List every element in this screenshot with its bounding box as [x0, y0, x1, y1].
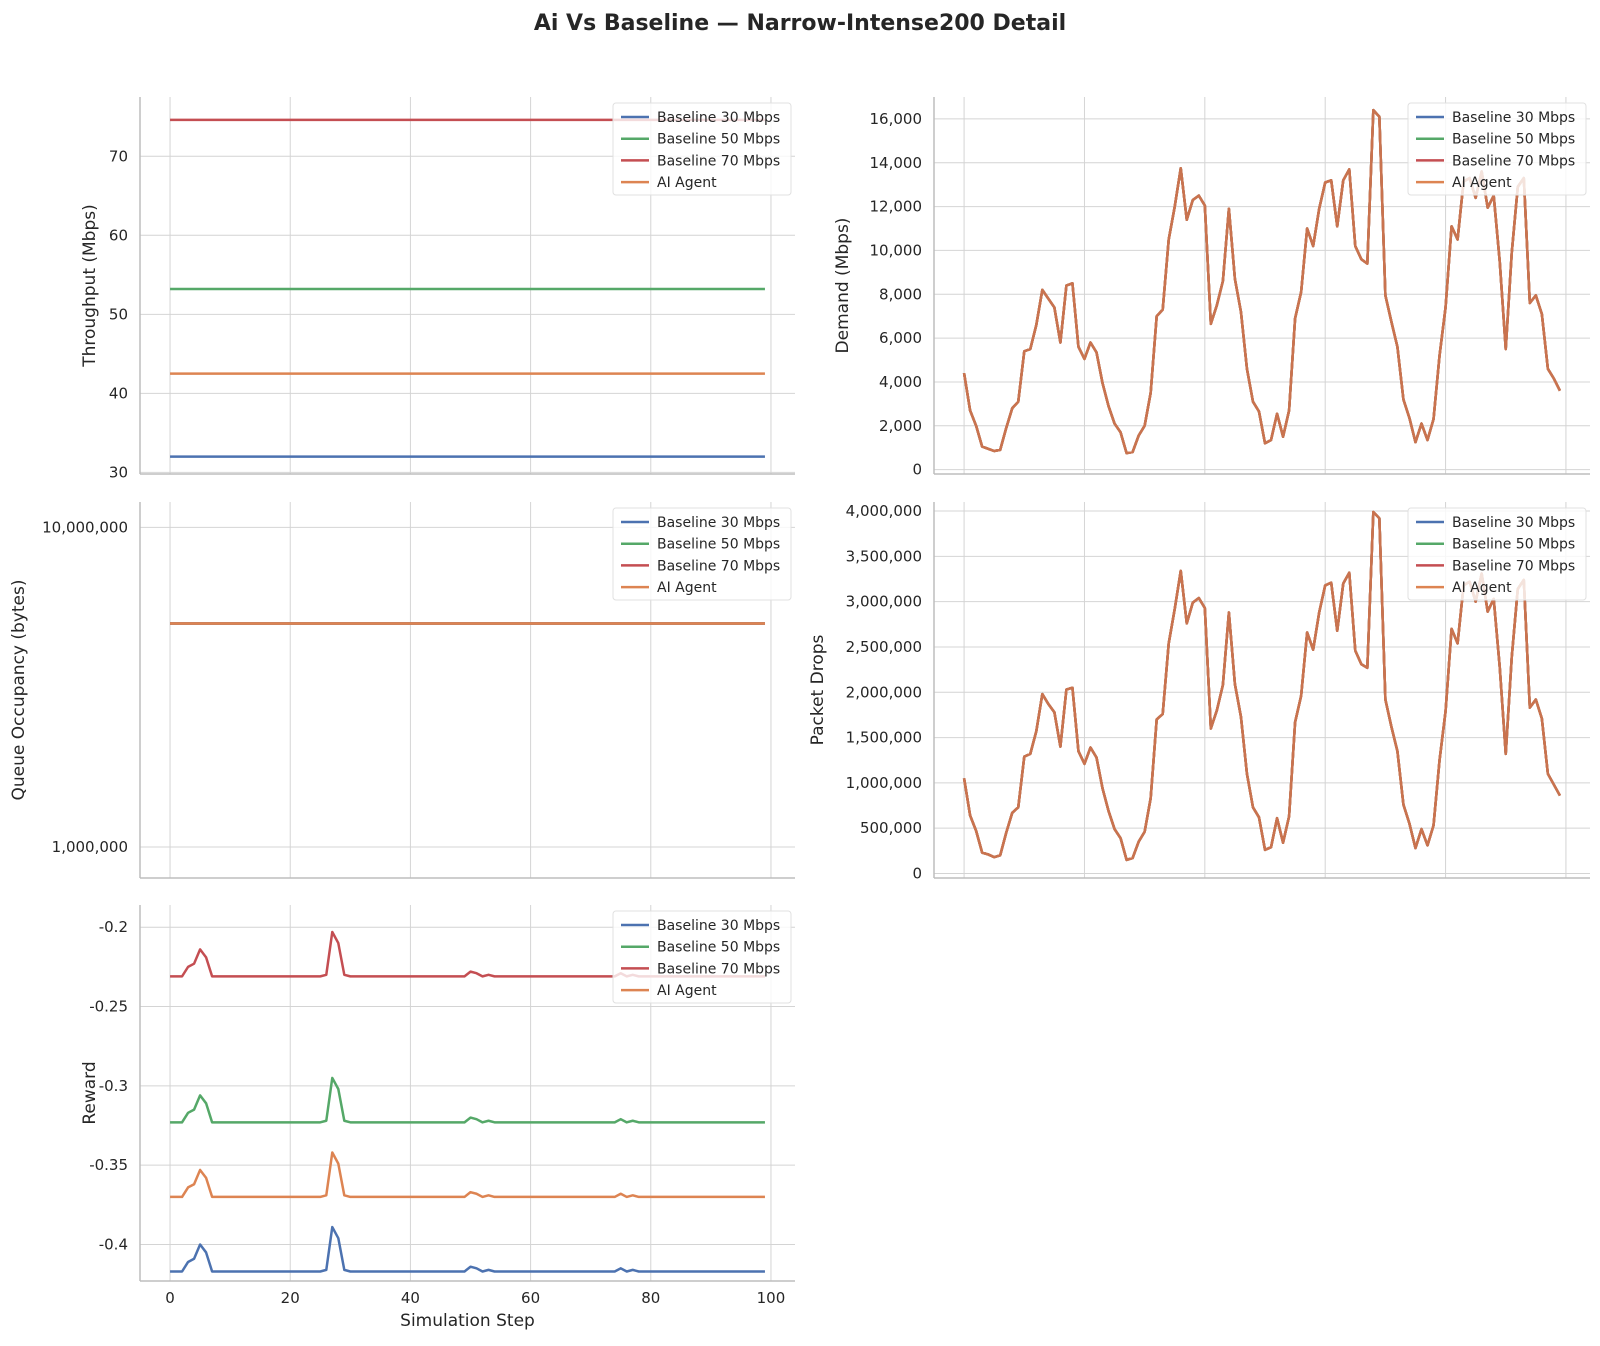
series-line-overlap: [962, 510, 1562, 862]
y-tick-label: 30: [109, 463, 128, 481]
y-axis-label: Packet Drops: [808, 634, 828, 745]
y-tick-label: 500,000: [860, 819, 922, 837]
y-tick-label: 12,000: [870, 198, 923, 216]
legend-box: [1407, 507, 1587, 601]
legend-entry-label: AI Agent: [657, 983, 717, 999]
chart-panel-queue: 1,000,000 10,000,000 Queue Occupancy (byte…: [9, 502, 795, 879]
y-axis-label: Demand (Mbps): [833, 218, 853, 354]
x-tick-label: 40: [401, 1289, 420, 1307]
x-tick-label: 80: [641, 1289, 660, 1307]
y-tick-label: 16,000: [870, 110, 923, 128]
y-tick-label: 1,000,000: [52, 838, 128, 856]
legend-box: [1407, 102, 1587, 196]
y-tick-label: 6,000: [879, 329, 922, 347]
legend-entry-label: AI Agent: [1452, 580, 1512, 596]
series-line-overlap: [962, 108, 1562, 455]
y-tick-label: 2,500,000: [846, 638, 922, 656]
legend-entry-label: Baseline 70 Mbps: [1452, 558, 1575, 574]
legend-entry-label: AI Agent: [657, 175, 717, 191]
y-tick-label: 60: [109, 226, 128, 244]
legend-entry-label: Baseline 70 Mbps: [657, 153, 780, 169]
y-tick-label: 10,000: [870, 241, 923, 259]
y-tick-label: 3,000,000: [846, 593, 922, 611]
legend-entry-label: Baseline 30 Mbps: [1452, 515, 1575, 531]
y-tick-label: -0.2: [99, 918, 128, 936]
y-tick-label: 70: [109, 147, 128, 165]
y-tick-label: 0: [912, 461, 922, 479]
legend-entry-label: Baseline 70 Mbps: [657, 558, 780, 574]
legend-entry-label: AI Agent: [1452, 175, 1512, 191]
x-tick-label: 60: [521, 1289, 540, 1307]
series-line-baseline-30-mbps: [170, 1225, 765, 1273]
series-line-ai-agent: [170, 1151, 765, 1199]
legend-entry-label: Baseline 50 Mbps: [657, 537, 780, 553]
x-axis-label: Simulation Step: [400, 1311, 535, 1331]
y-tick-label: 0: [912, 864, 922, 882]
legend-box: [612, 102, 792, 196]
y-tick-label: 50: [109, 305, 128, 323]
legend-box: [612, 910, 792, 1004]
chart-panel-throughput: 30 40 50 60 70 Throughput (Mbps) Baseline 30 M…: [80, 97, 795, 481]
legend-entry-label: Baseline 30 Mbps: [1452, 110, 1575, 126]
legend-entry-label: Baseline 50 Mbps: [1452, 537, 1575, 553]
y-tick-label: -0.25: [89, 998, 128, 1016]
x-tick-label: 100: [757, 1289, 786, 1307]
legend-entry-label: Baseline 50 Mbps: [657, 940, 780, 956]
y-axis-label: Reward: [80, 1061, 100, 1124]
chart-panel-demand: 0 2,000 4,000 6,000 8,000 10,000 12,000 14,000 1…: [833, 97, 1590, 479]
chart-panel-drops: 0 500,000 1,000,000 1,500,000 2,000,000 2,500…: [808, 502, 1590, 882]
chart-panel-reward: -0.2 -0.25 -0.3 -0.35 -0.4 0 20 40 60 80 100 Reward…: [80, 905, 795, 1331]
y-axis-label: Throughput (Mbps): [80, 204, 100, 368]
x-tick-label: 0: [165, 1289, 175, 1307]
y-tick-label: 3,500,000: [846, 547, 922, 565]
y-tick-label: 4,000,000: [846, 502, 922, 520]
legend-entry-label: Baseline 70 Mbps: [1452, 153, 1575, 169]
legend-entry-label: Baseline 70 Mbps: [657, 961, 780, 977]
y-tick-label: 1,500,000: [846, 729, 922, 747]
y-tick-label: 2,000: [879, 417, 922, 435]
legend-entry-label: Baseline 30 Mbps: [657, 918, 780, 934]
series-line-baseline-50-mbps: [170, 1076, 765, 1124]
y-tick-label: 10,000,000: [42, 518, 128, 536]
legend-box: [612, 507, 792, 601]
legend-entry-label: Baseline 50 Mbps: [657, 132, 780, 148]
legend-entry-label: AI Agent: [657, 580, 717, 596]
y-tick-label: 40: [109, 384, 128, 402]
legend-entry-label: Baseline 30 Mbps: [657, 515, 780, 531]
panels-group: 30 40 50 60 70 Throughput (Mbps) Baseline 30 M…: [9, 97, 1590, 1331]
y-tick-label: 1,000,000: [846, 774, 922, 792]
y-tick-label: -0.35: [89, 1156, 128, 1174]
y-tick-label: 8,000: [879, 285, 922, 303]
y-tick-label: 4,000: [879, 373, 922, 391]
y-tick-label: 14,000: [870, 154, 923, 172]
y-axis-label: Queue Occupancy (bytes): [9, 580, 29, 801]
legend-entry-label: Baseline 30 Mbps: [657, 110, 780, 126]
y-tick-label: -0.4: [99, 1236, 128, 1254]
legend-entry-label: Baseline 50 Mbps: [1452, 132, 1575, 148]
figure-title: Ai Vs Baseline — Narrow-Intense200 Detai…: [534, 11, 1066, 36]
y-tick-label: -0.3: [99, 1077, 128, 1095]
x-tick-label: 20: [281, 1289, 300, 1307]
y-tick-label: 2,000,000: [846, 683, 922, 701]
